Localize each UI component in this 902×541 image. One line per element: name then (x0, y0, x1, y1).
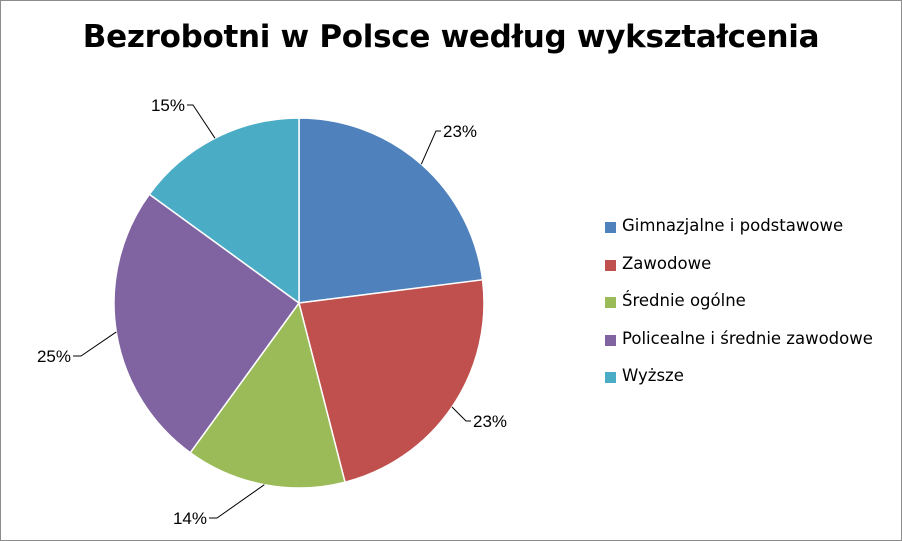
legend-swatch (605, 334, 616, 346)
pie-slice-3 (189, 302, 346, 489)
leader-line-5 (187, 104, 216, 139)
legend-label: Policealne i średnie zawodowe (622, 328, 873, 348)
legend-label: Średnie ogólne (622, 291, 746, 310)
leader-line-2 (451, 406, 471, 422)
data-label-2: 23% (473, 412, 507, 431)
legend: Gimnazjalne i podstawowe Zawodowe Średnie … (605, 216, 873, 404)
legend-label: Gimnazjalne i podstawowe (622, 216, 844, 235)
chart-title: Bezrobotni w Polsce według wykształcenia (82, 19, 820, 55)
data-label-4: 25% (37, 347, 71, 366)
data-label-3: 14% (173, 509, 207, 528)
legend-label: Wyższe (622, 366, 684, 385)
data-label-5: 15% (151, 96, 185, 115)
legend-swatch (605, 259, 616, 271)
legend-swatch (605, 297, 616, 308)
legend-swatch (605, 222, 616, 233)
leader-line-4 (73, 331, 117, 357)
legend-item: Średnie ogólne (605, 291, 873, 329)
pie-slice-1 (298, 117, 484, 304)
legend-item: Wyższe (605, 366, 873, 404)
legend-item: Gimnazjalne i podstawowe (605, 216, 873, 254)
legend-item: Zawodowe (605, 254, 873, 292)
pie-slice-2 (298, 279, 485, 483)
legend-item: Policealne i średnie zawodowe (605, 329, 873, 367)
leader-line-1 (420, 130, 441, 165)
legend-label: Zawodowe (622, 253, 712, 273)
data-label-1: 23% (443, 122, 477, 141)
leader-line-3 (209, 484, 265, 519)
legend-swatch (605, 372, 616, 383)
